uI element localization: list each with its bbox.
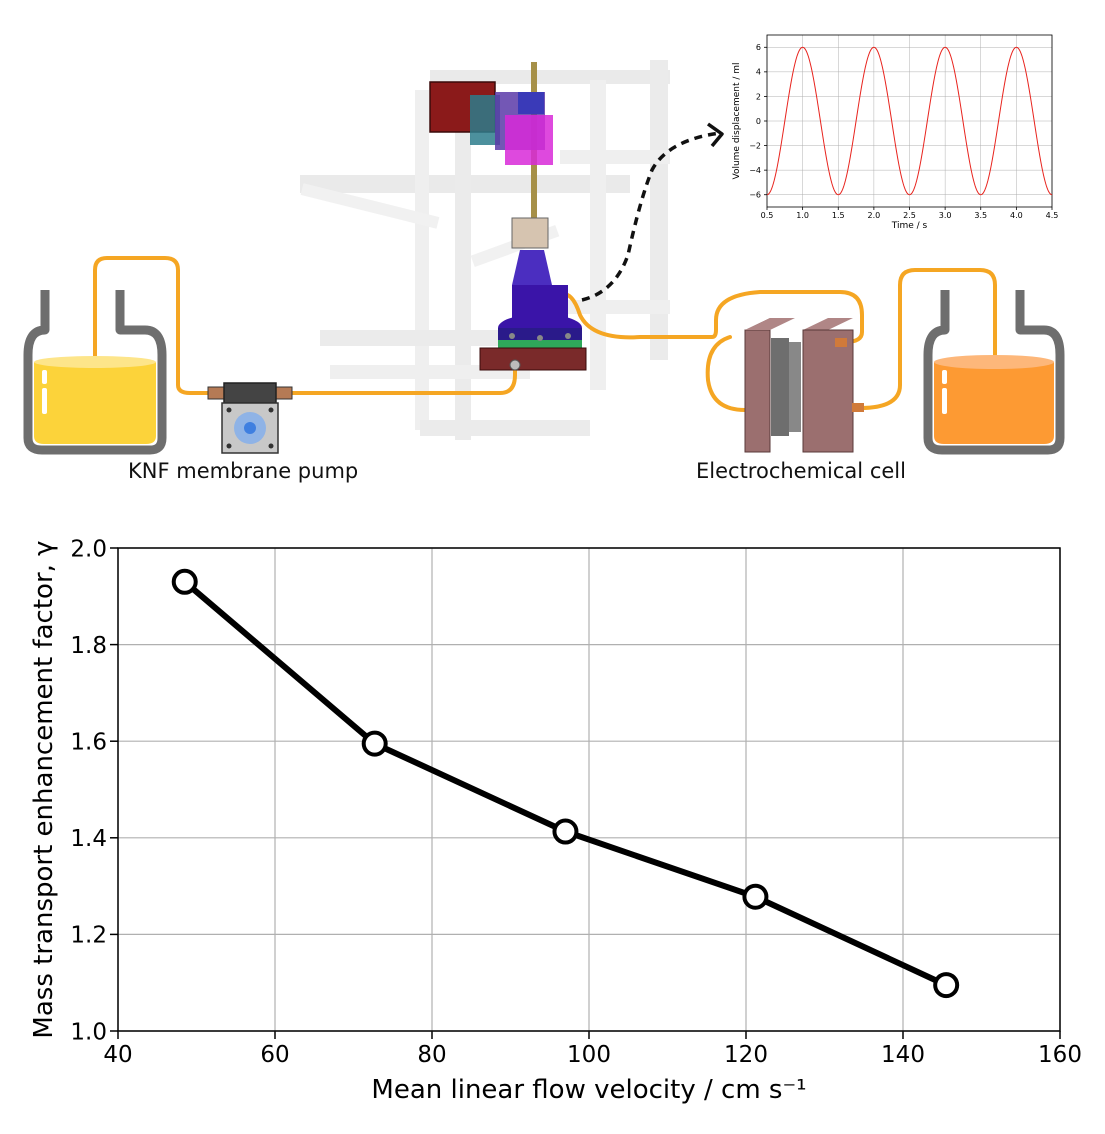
x-tick-label: 2.5 [903,211,916,220]
y-tick-label: 6 [756,43,761,52]
oscillator-assembly-icon [429,62,587,371]
x-tick-label: 140 [881,1042,925,1068]
x-tick-label: 80 [417,1042,446,1068]
data-point [552,818,579,845]
x-tick-label: 4.0 [1010,211,1023,220]
series-line [766,46,1053,196]
y-tick-label: −4 [749,166,761,175]
data-point [933,972,960,999]
cell-label: Electrochemical cell [696,459,906,483]
y-tick-label: 1.4 [70,826,107,852]
y-tick-label: 0 [756,117,761,126]
y-tick-label: −6 [749,191,761,200]
plot-frame [117,547,1061,1032]
x-tick-label: 3.0 [939,211,952,220]
x-tick-label: 120 [724,1042,768,1068]
y-axis-label: Volume displacement / ml [732,62,742,179]
plot-frame [766,34,1053,208]
y-tick-label: 1.0 [70,1019,107,1045]
tubing [93,256,997,412]
mass-transport-chart: 40 60 80 100 120 140 160 1.0 1.2 1.4 1.6 1.8 2.0 Mean… [29,536,1082,1105]
x-tick-label: 160 [1038,1042,1082,1068]
inset-displacement-chart: 0.5 1.0 1.5 2.0 2.5 3.0 3.5 4.0 4.5 −6 −4 −2 0 2 4 6 Tim… [732,34,1059,231]
left-reservoir-icon [23,290,167,455]
membrane-pump-icon [207,382,293,454]
data-point [171,568,198,595]
data-point [361,730,388,757]
x-tick-label: 0.5 [761,211,774,220]
electrochemical-cell-icon [744,318,864,453]
schematic-diagram [23,60,1065,455]
y-tick-label: 1.6 [70,729,107,755]
y-axis-label: Mass transport enhancement factor, γ [29,540,59,1038]
right-reservoir-icon [923,290,1065,455]
y-tick-label: 1.2 [70,923,107,949]
x-tick-label: 3.5 [974,211,987,220]
x-tick-label: 4.5 [1046,211,1059,220]
y-tick-label: 4 [756,68,761,77]
y-tick-label: 1.8 [70,633,107,659]
x-axis-label: Mean linear flow velocity / cm s⁻¹ [371,1075,806,1105]
x-tick-label: 1.5 [832,211,845,220]
x-tick-label: 40 [103,1042,132,1068]
x-tick-label: 1.0 [796,211,809,220]
x-tick-label: 100 [567,1042,611,1068]
y-tick-label: 2.0 [70,536,107,562]
data-point [742,883,769,910]
pump-label: KNF membrane pump [128,459,359,483]
x-axis-label: Time / s [891,221,928,231]
series-line [182,579,948,988]
x-tick-label: 60 [260,1042,289,1068]
y-tick-label: −2 [749,141,761,150]
x-tick-label: 2.0 [868,211,881,220]
dashed-arrow-icon [581,122,724,302]
y-tick-label: 2 [756,92,761,101]
